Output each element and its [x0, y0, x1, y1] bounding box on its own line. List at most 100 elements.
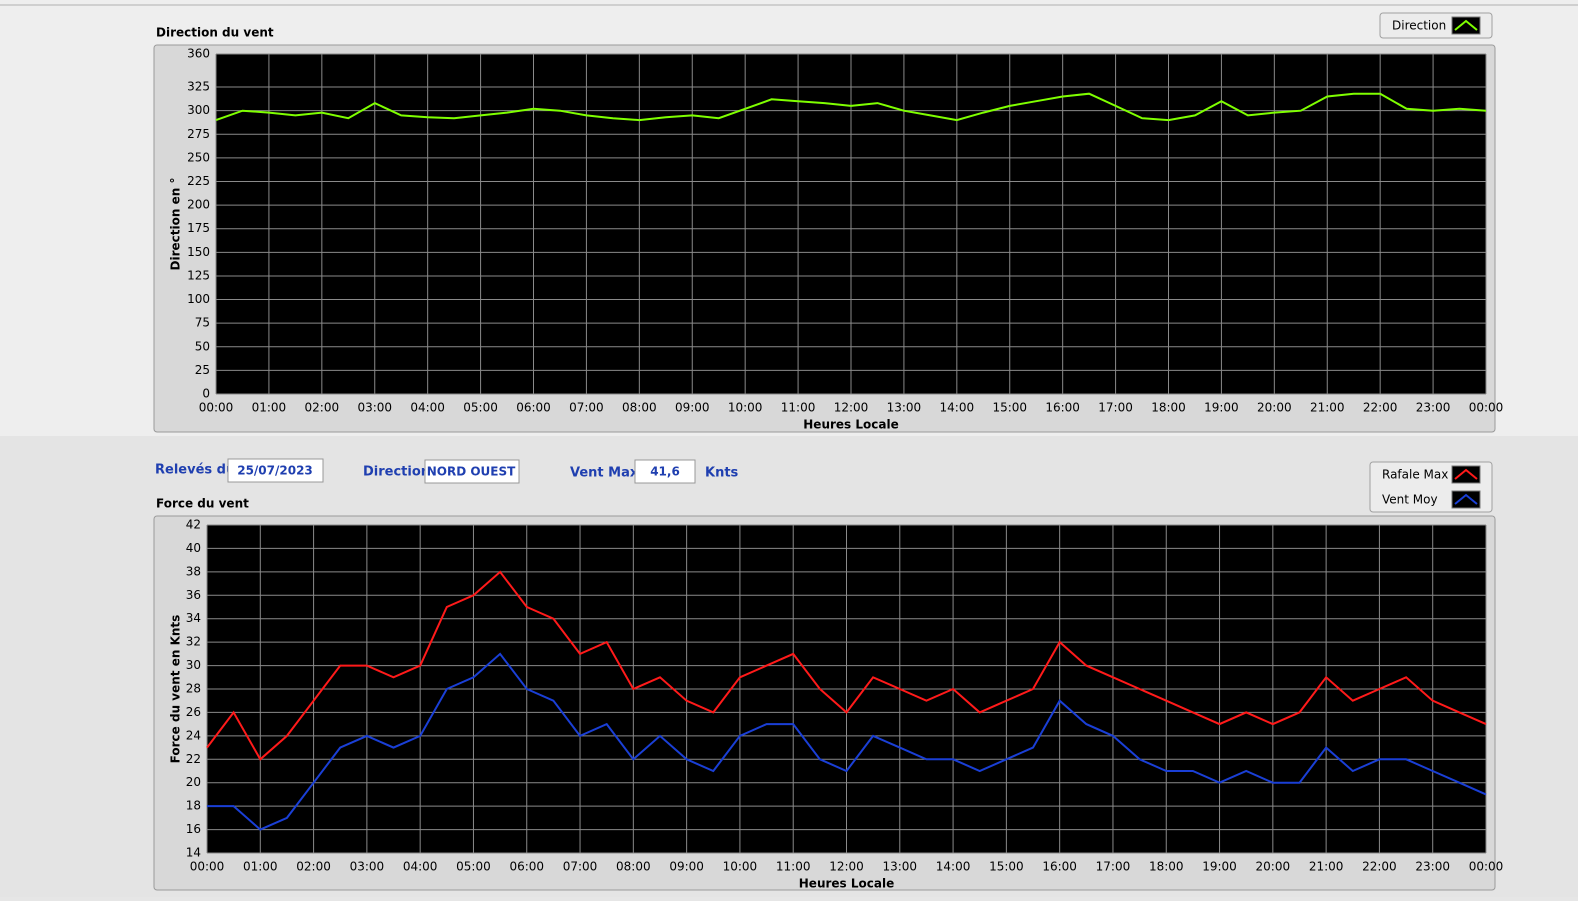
y-tick-label: 175 — [187, 221, 210, 235]
x-tick-label: 06:00 — [516, 401, 551, 415]
x-tick-label: 02:00 — [305, 401, 340, 415]
x-tick-label: 14:00 — [940, 401, 975, 415]
x-tick-label: 21:00 — [1310, 401, 1345, 415]
chart-title: Force du vent — [156, 497, 249, 511]
y-tick-label: 250 — [187, 150, 210, 164]
x-tick-label: 19:00 — [1204, 401, 1239, 415]
y-tick-label: 28 — [186, 682, 201, 696]
x-tick-label: 23:00 — [1416, 401, 1451, 415]
x-tick-label: 11:00 — [776, 860, 811, 874]
y-tick-label: 40 — [186, 541, 201, 555]
y-tick-label: 200 — [187, 198, 210, 212]
x-tick-label: 10:00 — [728, 401, 763, 415]
x-tick-label: 14:00 — [936, 860, 971, 874]
x-tick-label: 12:00 — [834, 401, 869, 415]
series-line — [215, 92, 1487, 122]
x-tick-label: 18:00 — [1149, 860, 1184, 874]
x-axis-label: Heures Locale — [799, 877, 894, 891]
y-tick-label: 30 — [186, 658, 201, 672]
x-tick-label: 00:00 — [199, 401, 234, 415]
x-tick-label: 08:00 — [622, 401, 657, 415]
y-tick-label: 24 — [186, 728, 201, 742]
legend-icon — [1454, 468, 1478, 480]
x-tick-label: 23:00 — [1415, 860, 1450, 874]
y-tick-label: 18 — [186, 799, 201, 813]
x-tick-label: 09:00 — [675, 401, 710, 415]
y-tick-label: 360 — [187, 47, 210, 61]
y-tick-label: 20 — [186, 775, 201, 789]
y-tick-label: 22 — [186, 752, 201, 766]
legend-icon — [1454, 19, 1478, 31]
date-value: 25/07/2023 — [237, 464, 313, 478]
x-tick-label: 13:00 — [887, 401, 922, 415]
y-tick-label: 16 — [186, 822, 201, 836]
y-tick-label: 75 — [195, 316, 210, 330]
x-tick-label: 16:00 — [1045, 401, 1080, 415]
x-tick-label: 05:00 — [456, 860, 491, 874]
date-box[interactable] — [227, 458, 324, 483]
y-tick-label: 50 — [195, 339, 210, 353]
y-tick-label: 225 — [187, 174, 210, 188]
x-tick-label: 10:00 — [723, 860, 758, 874]
unit-label: Knts — [705, 466, 739, 481]
x-tick-label: 19:00 — [1202, 860, 1237, 874]
x-tick-label: 01:00 — [252, 401, 287, 415]
y-tick-label: 36 — [186, 588, 201, 602]
y-tick-label: 26 — [186, 705, 201, 719]
x-tick-label: 08:00 — [616, 860, 651, 874]
y-axis-label: Direction en ° — [169, 178, 183, 271]
max-value: 41,6 — [650, 465, 680, 479]
x-tick-label: 21:00 — [1309, 860, 1344, 874]
y-tick-label: 275 — [187, 127, 210, 141]
y-tick-label: 42 — [186, 518, 201, 532]
x-tick-label: 17:00 — [1098, 401, 1133, 415]
x-tick-label: 00:00 — [190, 860, 225, 874]
x-tick-label: 00:00 — [1469, 860, 1504, 874]
date-label: Relevés du — [155, 463, 235, 478]
y-tick-label: 0 — [202, 387, 210, 401]
y-tick-label: 38 — [186, 564, 201, 578]
y-tick-label: 325 — [187, 80, 210, 94]
x-tick-label: 03:00 — [357, 401, 392, 415]
x-tick-label: 17:00 — [1096, 860, 1131, 874]
y-tick-label: 100 — [187, 292, 210, 306]
direction-value: NORD OUEST — [427, 465, 516, 479]
series-line — [207, 652, 1487, 831]
x-tick-label: 01:00 — [243, 860, 278, 874]
direction-box[interactable] — [424, 459, 520, 484]
max-box[interactable] — [634, 459, 696, 484]
x-tick-label: 20:00 — [1257, 401, 1292, 415]
x-tick-label: 05:00 — [463, 401, 498, 415]
x-tick-label: 06:00 — [509, 860, 544, 874]
x-tick-label: 02:00 — [296, 860, 331, 874]
legend-icon — [1454, 493, 1478, 505]
y-tick-label: 125 — [187, 268, 210, 282]
x-tick-label: 00:00 — [1469, 401, 1504, 415]
x-tick-label: 04:00 — [403, 860, 438, 874]
x-tick-label: 09:00 — [669, 860, 704, 874]
legend-label: Direction — [1392, 19, 1446, 33]
series-line — [206, 570, 1487, 761]
x-tick-label: 15:00 — [992, 401, 1027, 415]
y-axis-label: Force du vent en Knts — [169, 615, 183, 764]
x-tick-label: 04:00 — [410, 401, 445, 415]
x-tick-label: 18:00 — [1151, 401, 1186, 415]
y-tick-label: 25 — [195, 363, 210, 377]
y-tick-label: 14 — [186, 846, 201, 860]
x-tick-label: 13:00 — [882, 860, 917, 874]
legend-swatch — [1451, 16, 1481, 35]
direction-label: Direction — [363, 465, 430, 480]
x-tick-label: 22:00 — [1363, 401, 1398, 415]
y-tick-label: 150 — [187, 245, 210, 259]
x-tick-label: 07:00 — [563, 860, 598, 874]
y-tick-label: 300 — [187, 103, 210, 117]
x-tick-label: 20:00 — [1256, 860, 1291, 874]
x-tick-label: 12:00 — [829, 860, 864, 874]
x-tick-label: 16:00 — [1042, 860, 1077, 874]
legend-label: Rafale Max — [1382, 468, 1448, 482]
max-label: Vent Max — [570, 466, 639, 481]
legend-label: Vent Moy — [1382, 493, 1438, 507]
legend-swatch — [1451, 465, 1481, 484]
